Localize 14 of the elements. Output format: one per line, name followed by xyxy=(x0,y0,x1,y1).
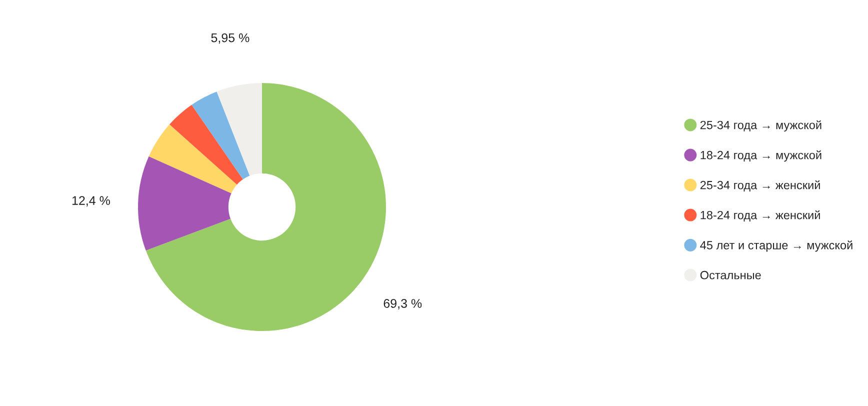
legend-label: 45 лет и старше → мужской xyxy=(700,240,852,252)
legend-label: Остальные xyxy=(700,270,761,280)
legend-label: 25-34 года → мужской xyxy=(700,120,822,132)
donut-slice xyxy=(192,92,250,180)
donut-slice xyxy=(170,104,243,185)
donut-slice xyxy=(216,83,262,176)
legend-label: 18-24 года → женский xyxy=(700,210,820,222)
data-label: 69,3 % xyxy=(384,299,422,310)
legend-label: 18-24 года → мужской xyxy=(700,150,822,162)
donut-slice xyxy=(148,124,237,194)
donut-slice xyxy=(138,156,232,250)
legend-label: 25-34 года → женский xyxy=(700,180,820,192)
data-label: 5,95 % xyxy=(211,33,250,44)
data-label: 12,4 % xyxy=(72,196,110,206)
